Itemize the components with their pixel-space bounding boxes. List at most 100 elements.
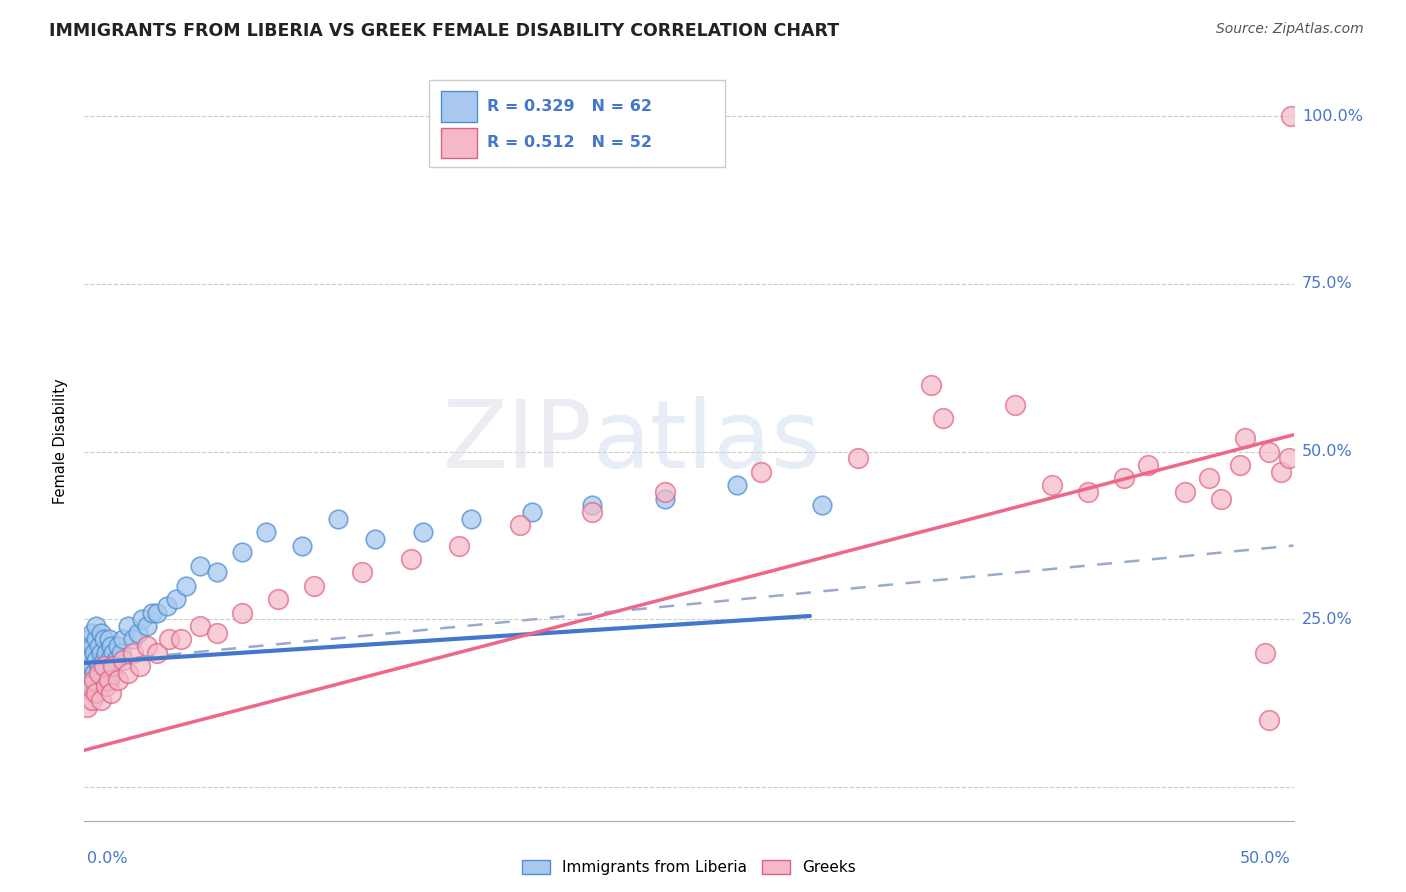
Point xyxy=(94,680,117,694)
Point xyxy=(80,693,103,707)
Text: 50.0%: 50.0% xyxy=(1240,851,1291,866)
Point xyxy=(846,451,869,466)
Point xyxy=(127,625,149,640)
Point xyxy=(76,666,98,681)
Point xyxy=(103,666,125,681)
Point xyxy=(1253,646,1275,660)
Point xyxy=(93,659,115,673)
Point xyxy=(97,632,120,647)
Point xyxy=(80,680,103,694)
Point xyxy=(83,673,105,687)
Legend: Immigrants from Liberia, Greeks: Immigrants from Liberia, Greeks xyxy=(516,854,862,881)
Point xyxy=(190,619,212,633)
Text: 75.0%: 75.0% xyxy=(1302,277,1353,292)
Point xyxy=(302,579,325,593)
Point xyxy=(399,552,422,566)
Point xyxy=(363,532,385,546)
Point xyxy=(141,606,163,620)
Point xyxy=(77,673,100,687)
Point xyxy=(1040,478,1063,492)
Point xyxy=(1114,471,1136,485)
Point xyxy=(97,673,120,687)
Point xyxy=(581,505,603,519)
Point xyxy=(1278,451,1301,466)
Point xyxy=(87,666,110,681)
Point xyxy=(811,498,834,512)
Point xyxy=(94,646,117,660)
Point xyxy=(117,619,139,633)
Point xyxy=(100,659,122,673)
Text: 25.0%: 25.0% xyxy=(1302,612,1353,627)
Point xyxy=(100,686,122,700)
Point xyxy=(107,639,129,653)
Point xyxy=(87,659,110,673)
Point xyxy=(932,411,955,425)
Text: IMMIGRANTS FROM LIBERIA VS GREEK FEMALE DISABILITY CORRELATION CHART: IMMIGRANTS FROM LIBERIA VS GREEK FEMALE … xyxy=(49,22,839,40)
Point xyxy=(1004,398,1026,412)
Point xyxy=(1077,484,1099,499)
Point xyxy=(76,699,98,714)
Point xyxy=(1279,109,1302,123)
Point xyxy=(93,652,115,666)
Point xyxy=(83,686,105,700)
Point xyxy=(80,625,103,640)
Point xyxy=(1258,444,1281,458)
Point xyxy=(267,592,290,607)
Point xyxy=(520,505,543,519)
Point xyxy=(112,632,135,647)
Point xyxy=(110,646,132,660)
Point xyxy=(86,686,108,700)
Point xyxy=(104,652,127,666)
Point xyxy=(76,646,98,660)
Point xyxy=(80,639,103,653)
Point xyxy=(136,639,159,653)
FancyBboxPatch shape xyxy=(441,91,478,121)
Point xyxy=(146,606,169,620)
Point xyxy=(231,606,253,620)
Point xyxy=(460,512,482,526)
Point xyxy=(146,646,169,660)
Point xyxy=(103,659,125,673)
Point xyxy=(83,646,105,660)
Point xyxy=(121,632,143,647)
Text: R = 0.512   N = 52: R = 0.512 N = 52 xyxy=(486,136,652,151)
Point xyxy=(412,525,434,540)
Point xyxy=(207,566,229,580)
Point xyxy=(131,612,153,626)
Point xyxy=(93,632,115,647)
Point xyxy=(86,619,108,633)
Point xyxy=(1137,458,1160,472)
Point xyxy=(86,632,108,647)
Point xyxy=(136,619,159,633)
Point xyxy=(90,693,112,707)
Point xyxy=(1174,484,1197,499)
Point xyxy=(751,465,773,479)
Point xyxy=(581,498,603,512)
Point xyxy=(1198,471,1220,485)
Text: ZIP: ZIP xyxy=(443,395,592,488)
Point xyxy=(1258,713,1281,727)
Point xyxy=(77,652,100,666)
Point xyxy=(920,377,942,392)
Point xyxy=(190,558,212,573)
FancyBboxPatch shape xyxy=(429,80,725,167)
Point xyxy=(90,666,112,681)
Point xyxy=(77,680,100,694)
Point xyxy=(1209,491,1232,506)
Point xyxy=(1270,465,1292,479)
Point xyxy=(207,625,229,640)
Point xyxy=(83,666,105,681)
Point xyxy=(94,659,117,673)
Point xyxy=(129,659,152,673)
Point xyxy=(291,539,314,553)
Point xyxy=(103,646,125,660)
Point xyxy=(97,652,120,666)
FancyBboxPatch shape xyxy=(441,128,478,158)
Point xyxy=(254,525,277,540)
Point xyxy=(165,592,187,607)
Text: R = 0.329   N = 62: R = 0.329 N = 62 xyxy=(486,99,652,114)
Point xyxy=(112,652,135,666)
Point xyxy=(155,599,177,613)
Point xyxy=(86,652,108,666)
Point xyxy=(170,632,193,647)
